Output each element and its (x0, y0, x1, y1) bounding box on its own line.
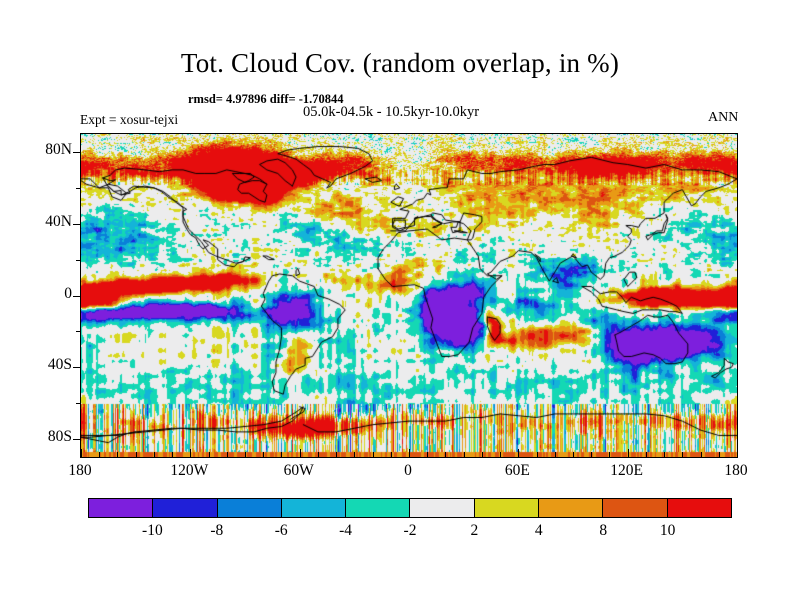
y-tick-minor (76, 331, 81, 333)
x-tick-minor (645, 452, 647, 457)
experiment-annotation: Expt = xosur-tejxi (80, 112, 179, 127)
x-tick-minor (99, 452, 101, 457)
x-tick-minor (500, 452, 502, 457)
x-axis-label: 120E (610, 462, 643, 479)
x-tick-minor (700, 452, 702, 457)
colorbar-band-8 (603, 499, 668, 517)
x-tick-minor (172, 452, 174, 457)
colorbar-band-9 (667, 499, 731, 517)
y-axis-label: 80S (47, 428, 72, 446)
colorbar-tick-label: -8 (210, 522, 224, 539)
y-tick-minor (76, 151, 81, 153)
y-tick-minor (76, 187, 81, 189)
x-tick-minor (481, 452, 483, 457)
y-axis-label: 0 (64, 284, 72, 302)
x-axis-label: 180 (68, 462, 92, 479)
y-tick-minor (76, 295, 81, 297)
colorbar-tick-label: -10 (142, 522, 163, 539)
x-tick-minor (354, 452, 356, 457)
y-tick-minor (76, 403, 81, 405)
x-tick-minor (554, 452, 556, 457)
x-tick-minor (372, 452, 374, 457)
colorbar-tick-label: 4 (534, 522, 543, 539)
x-tick (299, 449, 301, 457)
colorbar-tick-label: -6 (274, 522, 288, 539)
y-axis-label: 80N (45, 140, 72, 158)
x-tick (190, 449, 192, 457)
x-tick-minor (536, 452, 538, 457)
colorbar-tick-label: -2 (403, 522, 417, 539)
colorbar-tick-label: 2 (470, 522, 479, 539)
y-tick-minor (76, 223, 81, 225)
x-axis-label: 180 (724, 462, 748, 479)
x-tick-minor (153, 452, 155, 457)
x-tick (627, 449, 629, 457)
x-axis-label: 120W (170, 462, 209, 479)
colorbar-band-1 (153, 499, 218, 517)
x-tick-minor (336, 452, 338, 457)
page-title: Tot. Cloud Cov. (random overlap, in %) (180, 48, 620, 78)
colorbar-band-7 (539, 499, 604, 517)
y-tick-minor (76, 439, 81, 441)
y-tick-minor (76, 259, 81, 261)
x-tick (81, 449, 82, 457)
season-annotation: ANN (708, 110, 739, 125)
x-tick-minor (427, 452, 429, 457)
x-tick-minor (263, 452, 265, 457)
y-axis-label: 40N (45, 212, 72, 230)
x-tick-minor (245, 452, 246, 457)
x-tick-minor (135, 452, 137, 457)
y-axis-label: 40S (47, 356, 72, 374)
x-tick-minor (226, 452, 228, 457)
colorbar-tick-label: -4 (339, 522, 353, 539)
x-tick (409, 449, 410, 457)
x-tick-minor (591, 452, 593, 457)
colorbar-band-4 (346, 499, 411, 517)
cloud-cover-anomaly-map (81, 134, 737, 457)
x-axis-label: 60W (283, 462, 314, 479)
x-tick-minor (317, 452, 319, 457)
x-tick-minor (117, 452, 119, 457)
period-annotation: 05.0k-04.5k - 10.5kyr-10.0kyr (303, 104, 480, 120)
x-tick-minor (390, 452, 392, 457)
colorbar-band-5 (410, 499, 475, 517)
x-tick-minor (664, 452, 666, 457)
y-tick-minor (76, 367, 81, 369)
colorbar-tick-label: 10 (659, 522, 676, 539)
x-tick-minor (682, 452, 684, 457)
x-axis-label: 60E (504, 462, 530, 479)
x-tick (518, 449, 520, 457)
x-tick-minor (208, 452, 210, 457)
x-tick-minor (281, 452, 283, 457)
x-tick-minor (445, 452, 447, 457)
x-tick (737, 449, 738, 457)
x-axis-label: 0 (404, 462, 412, 479)
colorbar-tick-label: 8 (599, 522, 608, 539)
x-tick-minor (718, 452, 720, 457)
colorbar-band-6 (474, 499, 540, 517)
colorbar-band-3 (281, 499, 347, 517)
x-tick-minor (573, 452, 574, 457)
x-tick-minor (463, 452, 465, 457)
rmsd-annotation: rmsd= 4.97896 diff= -1.70844 (188, 92, 344, 106)
colorbar-band-2 (217, 499, 282, 517)
colorbar (88, 498, 732, 518)
x-tick-minor (609, 452, 611, 457)
map-plot-area (73, 133, 738, 458)
colorbar-band-0 (89, 499, 154, 517)
